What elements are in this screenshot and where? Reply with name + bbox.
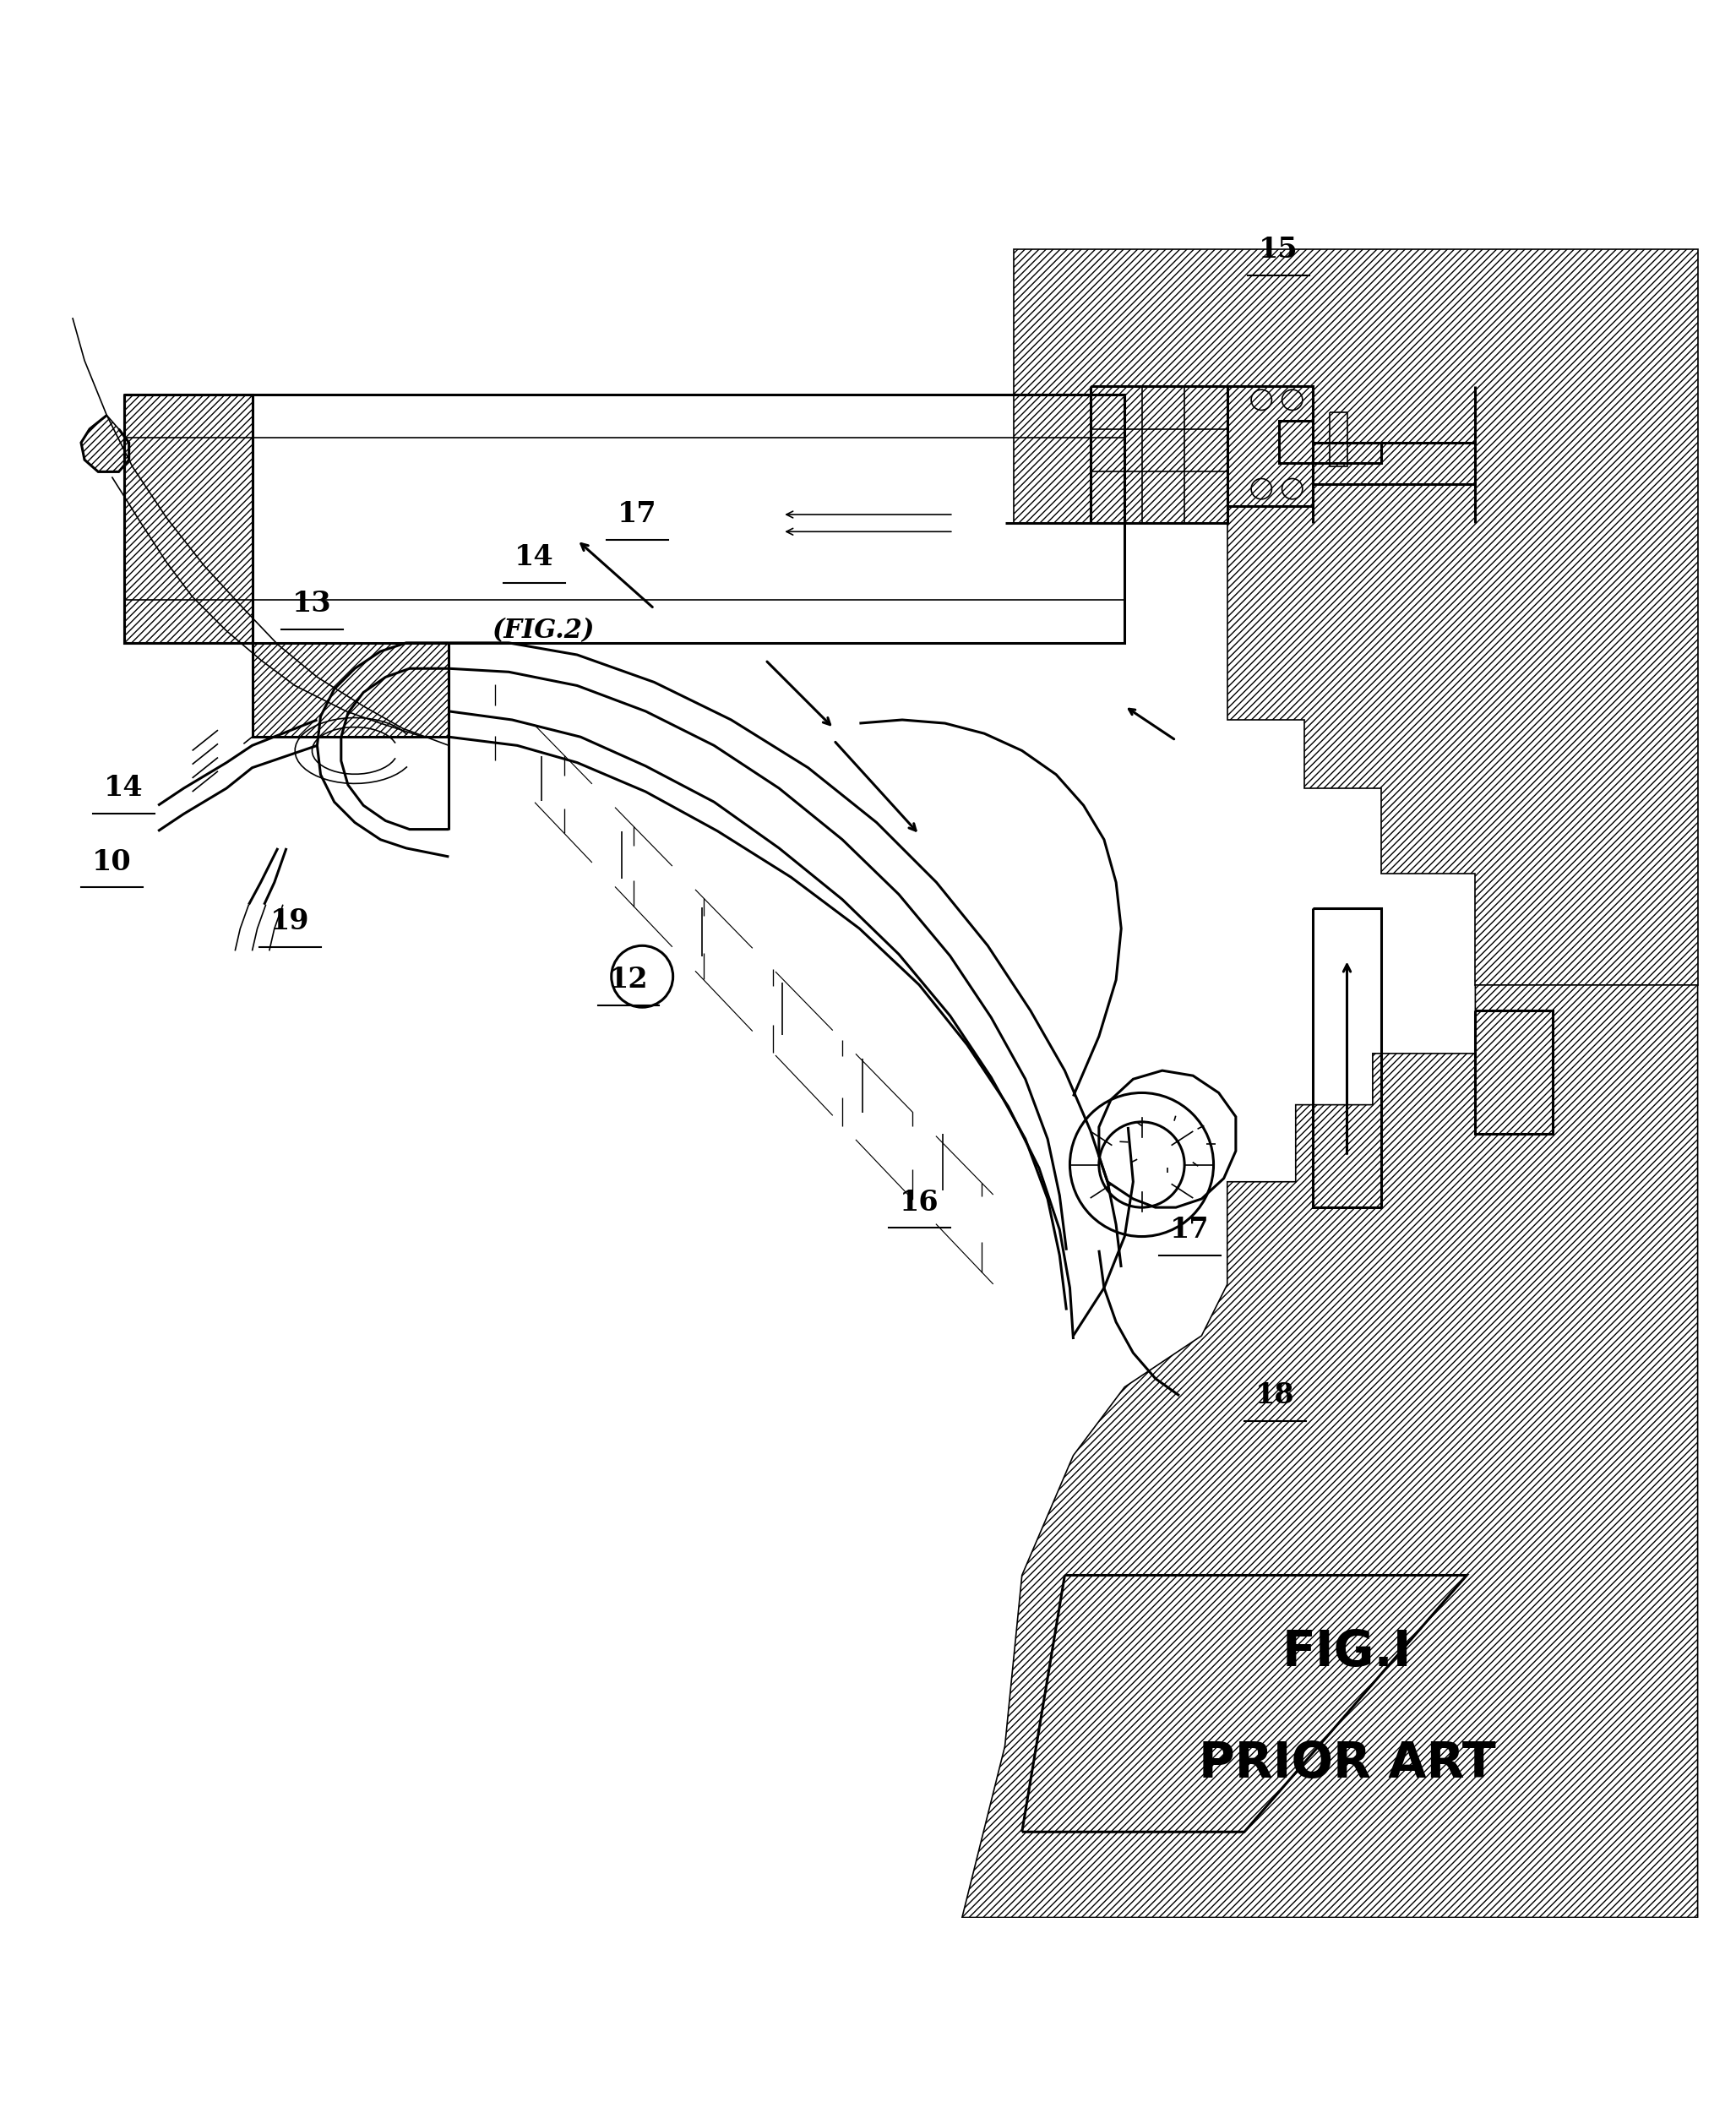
Text: 17: 17 [618,501,656,529]
Text: FIG.I: FIG.I [1283,1629,1411,1676]
Text: 15: 15 [1259,236,1299,263]
Polygon shape [1014,249,1698,986]
Text: 10: 10 [92,847,132,875]
Text: 19: 19 [271,907,309,937]
Text: PRIOR ART: PRIOR ART [1198,1740,1495,1788]
Text: 13: 13 [292,590,332,618]
Polygon shape [252,644,450,737]
Text: 14: 14 [104,775,144,803]
Polygon shape [82,416,128,472]
Text: 17: 17 [1170,1215,1210,1245]
Polygon shape [962,986,1698,1918]
Text: 12: 12 [609,966,648,994]
Text: (FIG.2): (FIG.2) [491,618,594,644]
Text: 18: 18 [1255,1383,1295,1410]
Polygon shape [123,395,252,644]
Text: 16: 16 [899,1187,939,1217]
Text: 14: 14 [516,544,554,571]
